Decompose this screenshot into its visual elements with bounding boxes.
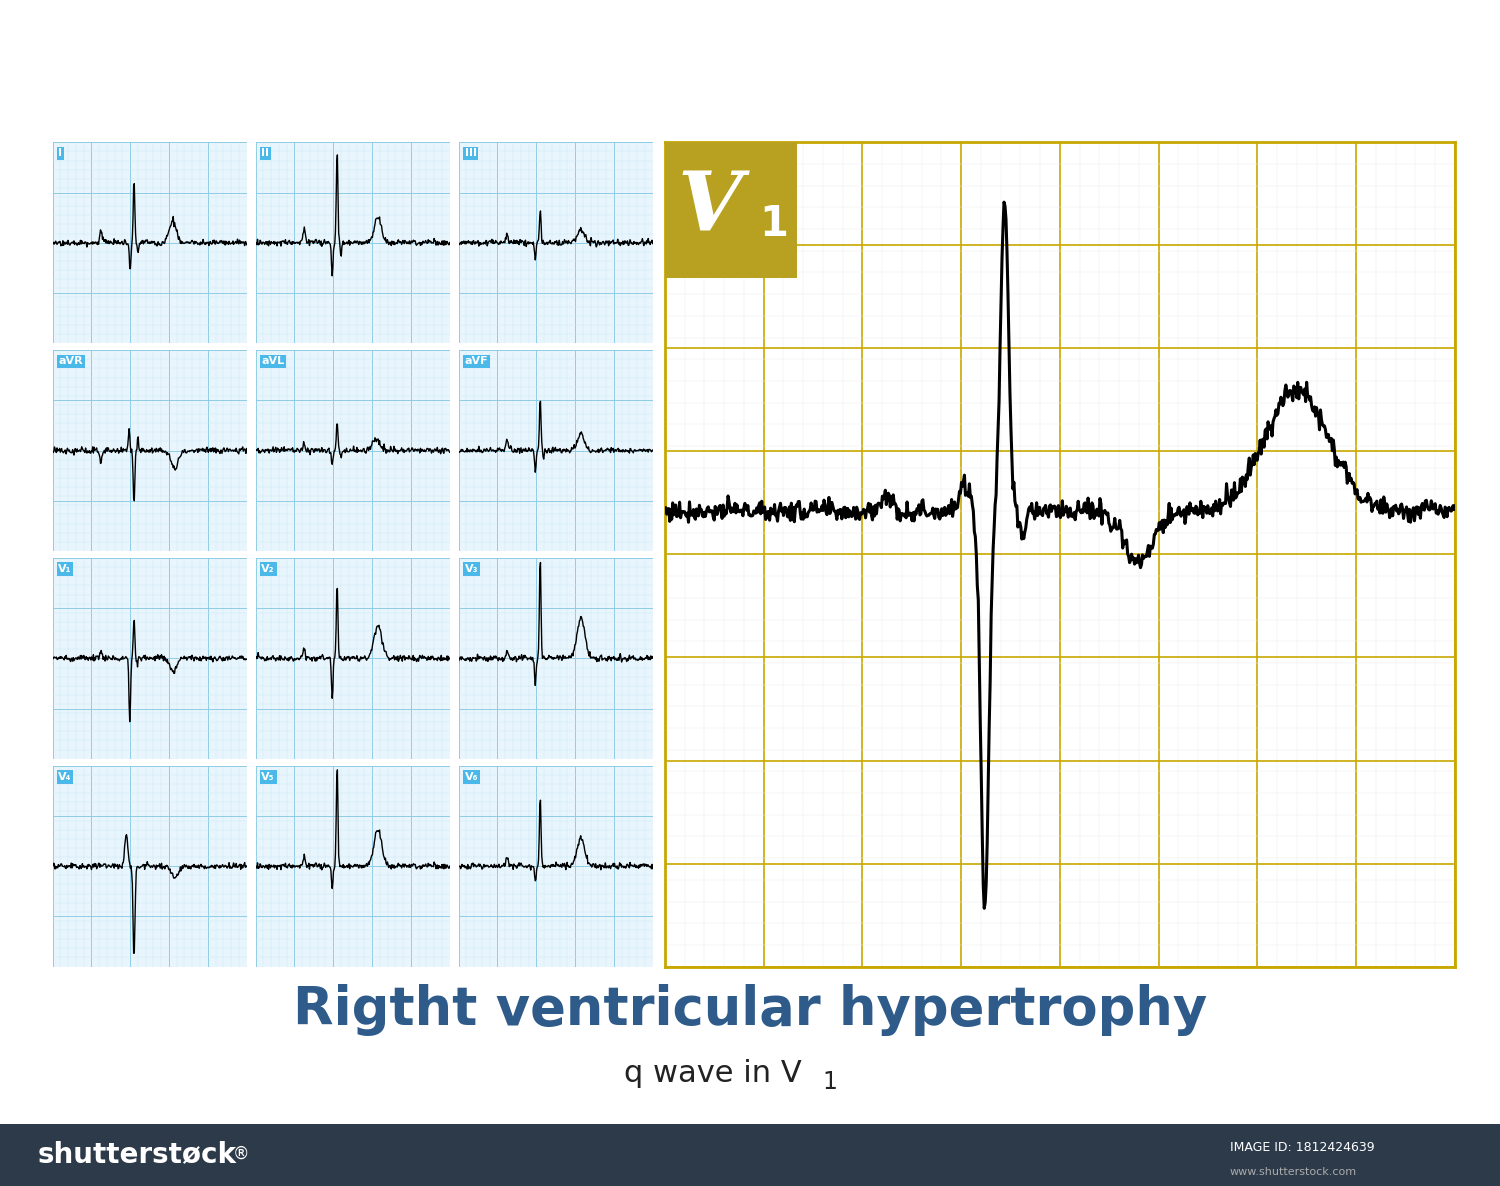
Text: V₆: V₆ <box>465 772 478 782</box>
Text: aVF: aVF <box>465 356 488 366</box>
Text: Rigtht ventricular hypertrophy: Rigtht ventricular hypertrophy <box>292 984 1208 1037</box>
Text: ®: ® <box>232 1144 249 1163</box>
Text: V₂: V₂ <box>261 565 274 574</box>
Text: www.shutterstock.com: www.shutterstock.com <box>1230 1167 1358 1178</box>
Text: q wave in V: q wave in V <box>624 1059 801 1088</box>
Text: II: II <box>261 148 270 159</box>
Text: IMAGE ID: 1812424639: IMAGE ID: 1812424639 <box>1230 1141 1374 1154</box>
Text: V₄: V₄ <box>58 772 72 782</box>
Text: I: I <box>58 148 63 159</box>
Text: V₁: V₁ <box>58 565 72 574</box>
Text: V₅: V₅ <box>261 772 274 782</box>
Text: aVL: aVL <box>261 356 285 366</box>
Text: aVR: aVR <box>58 356 82 366</box>
Text: III: III <box>465 148 477 159</box>
Text: 1: 1 <box>760 203 789 246</box>
Text: V: V <box>678 167 742 248</box>
Text: shutterstøck: shutterstøck <box>38 1140 237 1168</box>
Text: 1: 1 <box>822 1070 837 1093</box>
Text: V₃: V₃ <box>465 565 478 574</box>
